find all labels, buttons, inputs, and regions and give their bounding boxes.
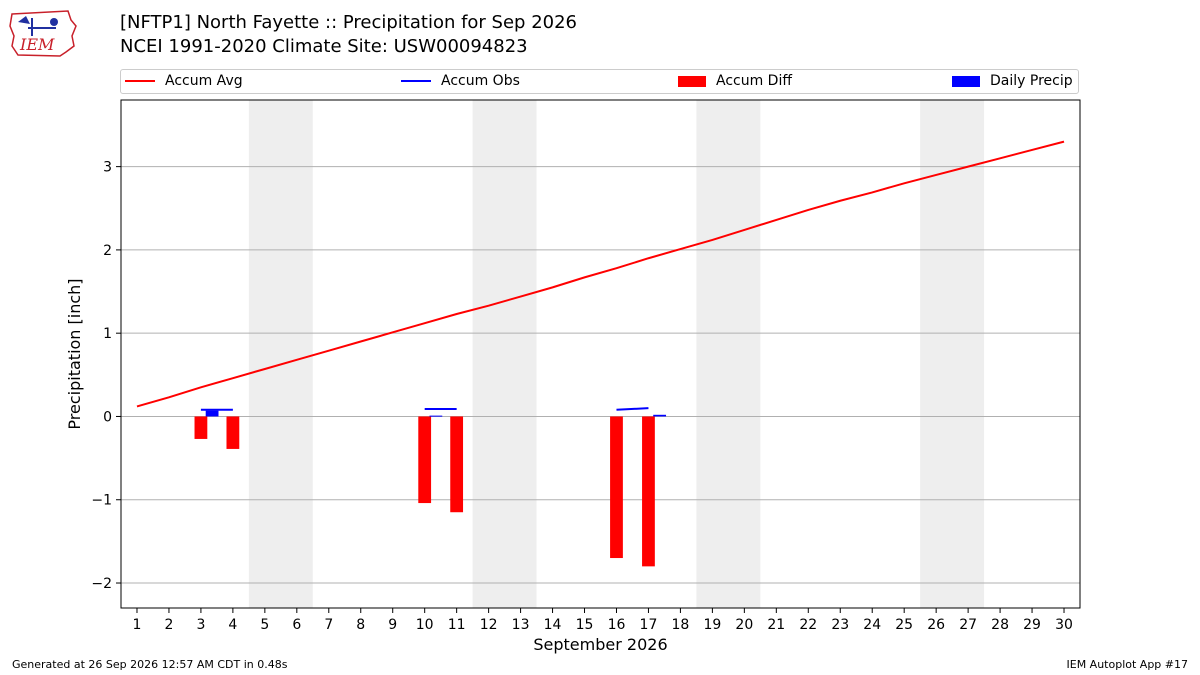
accum-diff-bar bbox=[642, 416, 655, 567]
x-tick-label: 3 bbox=[196, 617, 205, 633]
x-tick-label: 29 bbox=[1023, 617, 1041, 633]
accum-diff-bar bbox=[194, 416, 208, 439]
x-tick-label: 24 bbox=[863, 617, 881, 633]
x-tick-label: 14 bbox=[544, 617, 562, 633]
x-tick-label: 2 bbox=[164, 617, 173, 633]
legend-swatch bbox=[952, 75, 980, 87]
x-tick-label: 30 bbox=[1055, 617, 1073, 633]
legend-label: Daily Precip bbox=[990, 73, 1073, 89]
accum-diff-bar bbox=[226, 416, 240, 449]
y-tick-label: 2 bbox=[103, 243, 112, 259]
weekend-band bbox=[920, 100, 985, 608]
x-tick-label: 10 bbox=[416, 617, 434, 633]
x-tick-label: 8 bbox=[356, 617, 365, 633]
logo-text: IEM bbox=[19, 35, 55, 54]
chart-title: [NFTP1] North Fayette :: Precipitation f… bbox=[120, 12, 578, 33]
legend-item-accum-obs: Accum Obs bbox=[401, 73, 520, 89]
chart-legend: Accum Avg Accum Obs Accum Diff Daily Pre… bbox=[120, 69, 1079, 94]
y-tick-label: −1 bbox=[91, 493, 112, 509]
x-tick-label: 16 bbox=[608, 617, 626, 633]
x-axis-label: September 2026 bbox=[533, 635, 667, 654]
legend-label: Accum Diff bbox=[716, 73, 793, 89]
y-tick-label: 1 bbox=[103, 326, 112, 342]
x-tick-label: 28 bbox=[991, 617, 1009, 633]
x-tick-label: 4 bbox=[228, 617, 237, 633]
x-tick-label: 22 bbox=[799, 617, 817, 633]
x-tick-label: 21 bbox=[767, 617, 785, 633]
y-tick-label: 3 bbox=[103, 160, 112, 176]
x-tick-label: 27 bbox=[959, 617, 977, 633]
x-tick-label: 23 bbox=[831, 617, 849, 633]
x-tick-label: 6 bbox=[292, 617, 301, 633]
x-tick-label: 15 bbox=[576, 617, 594, 633]
x-tick-label: 9 bbox=[388, 617, 397, 633]
iem-logo: IEM bbox=[8, 6, 80, 58]
legend-label: Accum Avg bbox=[165, 73, 243, 89]
legend-swatch bbox=[401, 80, 431, 82]
chart-subtitle: NCEI 1991-2020 Climate Site: USW00094823 bbox=[120, 36, 528, 57]
weekend-band bbox=[248, 100, 313, 608]
legend-swatch bbox=[125, 80, 155, 82]
accum-diff-bar bbox=[450, 416, 464, 513]
x-tick-label: 5 bbox=[260, 617, 269, 633]
x-tick-label: 13 bbox=[512, 617, 530, 633]
x-tick-label: 17 bbox=[640, 617, 658, 633]
x-tick-label: 11 bbox=[448, 617, 466, 633]
footer-generated: Generated at 26 Sep 2026 12:57 AM CDT in… bbox=[12, 658, 288, 671]
accum-obs-line bbox=[616, 407, 649, 411]
weekend-band bbox=[696, 100, 761, 608]
x-tick-label: 1 bbox=[133, 617, 142, 633]
weekend-band bbox=[472, 100, 537, 608]
daily-precip-bar bbox=[205, 410, 219, 417]
footer-app-id: IEM Autoplot App #17 bbox=[1066, 658, 1189, 671]
x-tick-label: 7 bbox=[324, 617, 333, 633]
legend-item-accum-diff: Accum Diff bbox=[678, 73, 792, 89]
legend-item-daily-precip: Daily Precip bbox=[952, 73, 1073, 89]
accum-diff-bar bbox=[418, 416, 432, 504]
x-tick-label: 20 bbox=[735, 617, 753, 633]
daily-precip-bar bbox=[429, 415, 443, 417]
x-tick-label: 19 bbox=[703, 617, 721, 633]
legend-swatch bbox=[678, 75, 706, 87]
y-tick-label: −2 bbox=[91, 576, 112, 592]
accum-diff-bar bbox=[610, 416, 623, 559]
daily-precip-bar bbox=[653, 414, 667, 417]
x-tick-label: 26 bbox=[927, 617, 945, 633]
x-tick-label: 25 bbox=[895, 617, 913, 633]
legend-item-accum-avg: Accum Avg bbox=[125, 73, 243, 89]
plot-frame bbox=[120, 99, 1081, 609]
y-tick-label: 0 bbox=[103, 409, 112, 425]
accum-avg-line bbox=[136, 140, 1065, 408]
x-tick-label: 12 bbox=[480, 617, 498, 633]
legend-label: Accum Obs bbox=[441, 73, 520, 89]
y-axis-label: Precipitation [inch] bbox=[65, 278, 84, 429]
x-tick-label: 18 bbox=[672, 617, 690, 633]
